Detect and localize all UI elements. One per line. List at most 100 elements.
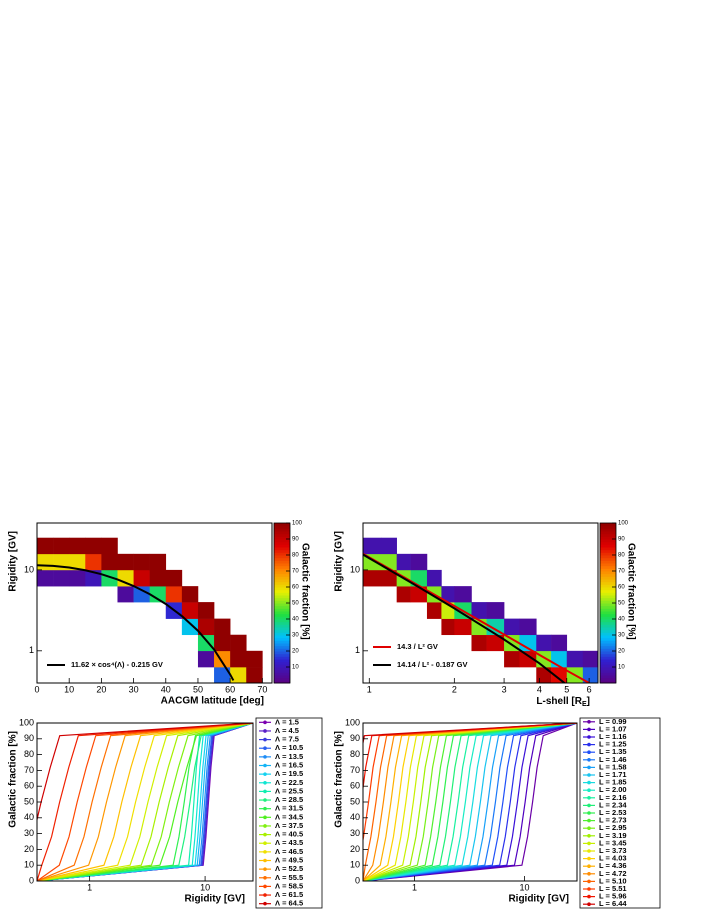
colorbar-step [274, 613, 290, 617]
colorbar-step [274, 555, 290, 559]
colorbar-step [274, 605, 290, 609]
colorbar-tick-label: 80 [292, 553, 299, 559]
colorbar-step [600, 619, 616, 623]
colorbar-tick-label: 30 [292, 633, 299, 639]
x-tick-label: 30 [129, 684, 139, 694]
series-line [363, 723, 577, 881]
colorbar-step [600, 645, 616, 649]
heat-cell [380, 569, 397, 587]
legend-marker [263, 772, 267, 776]
legend-label: Λ = 40.5 [275, 830, 303, 839]
colorbar-title: Galactic fraction [%] [299, 543, 310, 640]
legend-label: L = 5.10 [599, 876, 627, 885]
series-line [363, 723, 577, 881]
series-line [37, 723, 253, 881]
colorbar-step [600, 659, 616, 663]
colorbar-step [274, 677, 290, 681]
colorbar-tick-label: 40 [292, 617, 299, 623]
heat-cell [149, 569, 167, 587]
series-line [363, 723, 577, 881]
legend-marker [263, 789, 267, 794]
legend-marker [587, 811, 591, 815]
legend-marker [263, 780, 267, 785]
colorbar-step [274, 541, 290, 545]
series-line [37, 723, 253, 881]
y-tick-label: 100 [345, 717, 360, 727]
legend-label: L = 0.99 [599, 717, 627, 726]
heat-cell [536, 667, 552, 683]
heat-cell [230, 667, 247, 683]
colorbar-step [600, 592, 616, 596]
heat-cell [53, 537, 70, 555]
y-tick-label: 30 [350, 828, 360, 838]
legend-label: L = 4.36 [599, 861, 627, 870]
colorbar-step [274, 560, 290, 564]
series-line [37, 723, 253, 881]
legend-marker [263, 867, 267, 871]
colorbar-tick-label: 100 [292, 521, 303, 527]
colorbar-step [274, 627, 290, 631]
plot-frame [362, 722, 578, 882]
legend-marker [587, 864, 591, 868]
colorbar-step [274, 528, 290, 532]
colorbar-step [274, 667, 290, 671]
y-tick-label: 1 [355, 645, 360, 655]
y-tick-label: 50 [24, 796, 34, 806]
x-axis-label: L-shell [RE] [536, 696, 590, 709]
colorbar-step [274, 616, 290, 620]
colorbar-step [274, 600, 290, 604]
legend-marker [587, 758, 591, 762]
legend-marker [263, 893, 267, 897]
plot-frame [36, 722, 254, 882]
colorbar-step [600, 664, 616, 668]
colorbar-step [274, 523, 290, 527]
colorbar-tick-label: 50 [292, 601, 299, 607]
colorbar-step [600, 667, 616, 671]
colorbar-step [600, 637, 616, 641]
colorbar-tick-label: 20 [292, 649, 299, 655]
legend-marker [263, 850, 267, 854]
colorbar-step [274, 664, 290, 668]
x-tick-label: 5 [564, 684, 569, 694]
legend-box [255, 717, 323, 909]
colorbar-step [274, 544, 290, 548]
heat-cell [471, 634, 487, 652]
colorbar-step [274, 536, 290, 540]
series-line [363, 723, 577, 881]
heat-cell [230, 650, 247, 668]
x-axis-label: AACGM latitude [deg] [161, 696, 264, 707]
heat-cell [519, 634, 537, 652]
x-tick-label: 20 [96, 684, 106, 694]
legend-label: L = 1.46 [599, 755, 627, 764]
y-axis-label: Galactic fraction [%] [334, 731, 345, 828]
colorbar-step [274, 635, 290, 639]
series-line [363, 723, 577, 881]
colorbar-step [600, 600, 616, 604]
legend-label: L = 3.73 [599, 846, 627, 855]
colorbar-step [274, 640, 290, 644]
heat-cell [441, 618, 455, 636]
x-axis-label: Rigidity [GV] [184, 894, 245, 905]
colorbar-step [600, 587, 616, 591]
legend-label: Λ = 25.5 [275, 786, 303, 795]
x-tick-label: 70 [257, 684, 267, 694]
legend-marker [587, 796, 591, 800]
legend-marker [587, 735, 591, 739]
legend-label: 11.62 × cos⁴(Λ) - 0.215 GV [71, 660, 163, 669]
legend-marker [587, 765, 591, 770]
x-tick-label: 4 [537, 684, 542, 694]
colorbar-step [274, 589, 290, 593]
colorbar-step [274, 579, 290, 583]
legend-marker [587, 834, 591, 838]
legend-label: Λ = 13.5 [275, 752, 303, 761]
legend-marker [263, 824, 267, 828]
colorbar-step [600, 565, 616, 569]
heat-cell [426, 602, 442, 619]
plot-area [37, 537, 263, 683]
legend-marker [587, 879, 591, 884]
colorbar-step [600, 531, 616, 535]
colorbar-tick-label: 80 [618, 553, 625, 559]
heat-cell [551, 634, 568, 652]
colorbar-step [600, 533, 616, 537]
plot-area [363, 723, 577, 881]
